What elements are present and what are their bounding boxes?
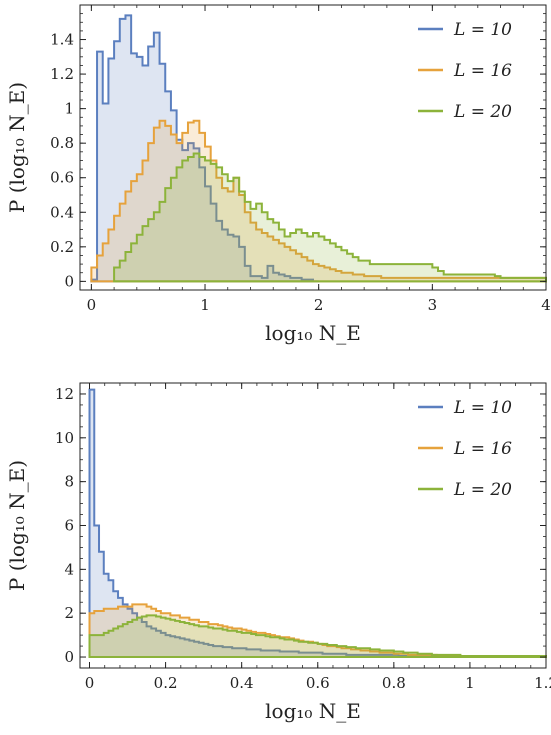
legend-label-3: L = 20 [453,480,512,500]
y-tick-label: 2 [64,604,74,622]
y-tick-label: 0.6 [50,169,74,187]
bottom-histogram-panel: 0 0.2 0.4 0.6 0.8 1 1.2 0 2 4 6 8 10 12 log₁₀ N_E P (lo… [5,382,551,723]
y-tick-label: 0.2 [50,238,74,256]
series-1-histogram [90,14,319,283]
plot-frame [79,4,547,291]
x-tick-label: 4 [541,296,551,314]
y-tick-label: 12 [55,385,74,403]
y-axis-label: P (log₁₀ N_E) [5,82,29,213]
y-tick-label: 0 [64,648,74,666]
x-tick-label: 3 [428,296,438,314]
y-tick-label: 1.4 [50,31,74,49]
x-tick-label: 0.2 [154,674,178,692]
y-axis-label: P (log₁₀ N_E) [5,460,29,591]
x-axis-label: log₁₀ N_E [265,321,361,345]
series-3-histogram [88,614,547,659]
x-tick-label: 0 [87,296,97,314]
legend-label-1: L = 10 [453,398,512,418]
x-axis-label: log₁₀ N_E [265,699,361,723]
x-tick-label: 0.6 [306,674,330,692]
y-tick-label: 0.4 [50,203,74,221]
legend-label-3: L = 20 [453,102,512,122]
series-3-histogram [113,152,547,283]
y-tick-label: 10 [55,429,74,447]
y-tick-label: 1 [64,100,74,118]
x-tick-label: 0 [85,674,95,692]
y-tick-label: 0 [64,272,74,290]
x-tick-label: 0.4 [230,674,254,692]
x-tick-label: 1 [465,674,475,692]
y-tick-label: 8 [64,473,74,491]
legend-label-1: L = 10 [453,20,512,40]
legend-label-2: L = 16 [453,439,512,459]
x-tick-label: 2 [314,296,324,314]
x-tick-label: 0.8 [382,674,406,692]
top-histogram-panel: 0 1 2 3 4 0 0.2 0.4 0.6 0.8 1 1.2 1.4 log₁₀ N_E P (log… [5,4,551,345]
y-tick-label: 4 [64,560,74,578]
legend-label-2: L = 16 [453,61,512,81]
y-tick-label: 0.8 [50,134,74,152]
y-tick-label: 1.2 [50,65,74,83]
x-tick-label: 1.2 [534,674,551,692]
x-tick-label: 1 [200,296,210,314]
y-tick-label: 6 [64,517,74,535]
